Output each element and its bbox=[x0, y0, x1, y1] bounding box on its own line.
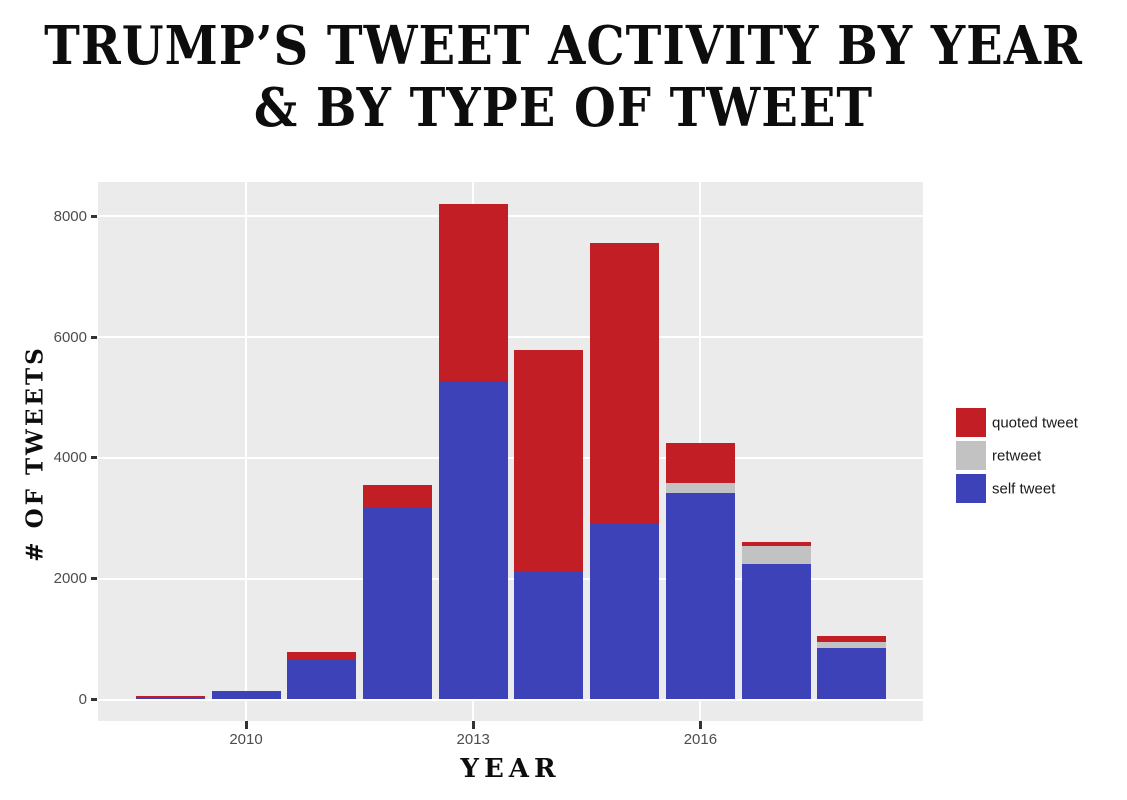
y-tick-label-6000: 6000 bbox=[53, 328, 87, 346]
bar-2013-quoted-tweet bbox=[438, 204, 508, 382]
x-tick-2013 bbox=[471, 721, 475, 729]
bar-2018-quoted-tweet bbox=[817, 636, 887, 643]
bar-2013-self-tweet bbox=[438, 381, 508, 700]
bar-2011-self-tweet bbox=[287, 659, 357, 700]
y-tick-label-0: 0 bbox=[78, 691, 87, 708]
x-tick-label-2016: 2016 bbox=[683, 731, 718, 748]
bar-2012-self-tweet bbox=[362, 508, 432, 700]
y-tick-0 bbox=[91, 698, 97, 701]
bar-2017-retweet bbox=[741, 546, 811, 565]
chart-title: TRUMP’S TWEET ACTIVITY BY YEAR & BY TYPE… bbox=[0, 14, 1127, 140]
x-tick-2010 bbox=[244, 721, 248, 729]
bar-2011-quoted-tweet bbox=[287, 652, 357, 660]
bar-2010-self-tweet bbox=[211, 692, 281, 700]
gridline-y-4000 bbox=[98, 456, 923, 459]
chart-title-line2: & BY TYPE OF TWEET bbox=[253, 76, 874, 140]
legend-swatch-quoted-tweet bbox=[956, 408, 986, 437]
legend-swatch-self-tweet bbox=[956, 474, 986, 503]
legend-label: retweet bbox=[992, 447, 1042, 464]
bar-2016-retweet bbox=[665, 482, 735, 493]
bar-2015-quoted-tweet bbox=[590, 243, 660, 524]
bar-2010-quoted-tweet bbox=[211, 691, 281, 693]
bar-2015-self-tweet bbox=[590, 523, 660, 700]
chart-title-line1: TRUMP’S TWEET ACTIVITY BY YEAR bbox=[44, 14, 1083, 78]
y-tick-4000 bbox=[91, 456, 97, 460]
y-tick-label-2000: 2000 bbox=[53, 570, 87, 588]
legend-label: quoted tweet bbox=[992, 414, 1078, 431]
legend-label: self tweet bbox=[992, 480, 1056, 497]
bar-2012-quoted-tweet bbox=[362, 485, 432, 509]
y-tick-label-4000: 4000 bbox=[53, 449, 87, 467]
gridline-y-0 bbox=[98, 698, 923, 701]
bar-2014-self-tweet bbox=[514, 572, 584, 700]
y-tick-6000 bbox=[91, 335, 97, 339]
bar-2016-self-tweet bbox=[665, 492, 735, 700]
y-tick-2000 bbox=[91, 577, 97, 581]
gridline-y-2000 bbox=[98, 577, 923, 580]
bar-2018-self-tweet bbox=[817, 647, 887, 700]
bar-2009-self-tweet bbox=[135, 697, 205, 700]
x-tick-label-2010: 2010 bbox=[229, 731, 263, 748]
bar-2018-retweet bbox=[817, 642, 887, 648]
bar-2017-self-tweet bbox=[741, 564, 811, 700]
x-tick-label-2013: 2013 bbox=[456, 731, 490, 748]
legend-swatch-retweet bbox=[956, 441, 986, 470]
gridline-x-2010 bbox=[245, 182, 248, 721]
bar-2016-quoted-tweet bbox=[665, 443, 735, 483]
y-tick-8000 bbox=[91, 214, 97, 218]
bar-2009-quoted-tweet bbox=[135, 695, 205, 698]
bar-2014-quoted-tweet bbox=[514, 350, 584, 573]
gridline-y-8000 bbox=[98, 215, 923, 218]
bar-2017-quoted-tweet bbox=[741, 541, 811, 547]
x-tick-2016 bbox=[698, 721, 702, 729]
x-axis-title: YEAR bbox=[460, 754, 561, 784]
gridline-y-6000 bbox=[98, 336, 923, 339]
plot-panel bbox=[98, 182, 923, 721]
y-tick-label-8000: 8000 bbox=[53, 207, 87, 225]
